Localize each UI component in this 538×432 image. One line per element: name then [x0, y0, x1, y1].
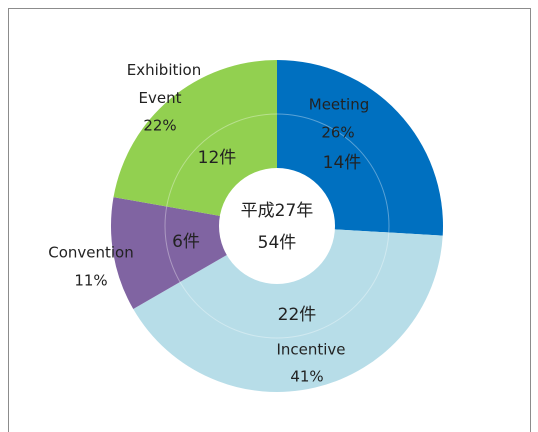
percent-label: 22%	[143, 117, 176, 135]
slices	[110, 60, 443, 392]
slice	[113, 60, 277, 226]
category-label: Exhibition Event	[127, 61, 201, 107]
inner-ring	[164, 113, 390, 339]
center-total: 54件	[258, 233, 297, 253]
percent-label: 26%	[321, 124, 354, 142]
slice	[133, 226, 443, 392]
count-label: 6件	[172, 232, 200, 252]
category-label: Incentive	[276, 341, 345, 359]
category-label: Convention	[48, 244, 134, 262]
percent-label: 11%	[74, 272, 107, 290]
percent-label: 41%	[290, 368, 323, 386]
donut-hole	[219, 168, 335, 284]
count-label: 12件	[198, 148, 237, 168]
category-label: Meeting	[309, 96, 369, 114]
count-label: 14件	[323, 153, 362, 173]
center-title: 平成27年	[241, 201, 314, 221]
count-label: 22件	[278, 305, 317, 325]
